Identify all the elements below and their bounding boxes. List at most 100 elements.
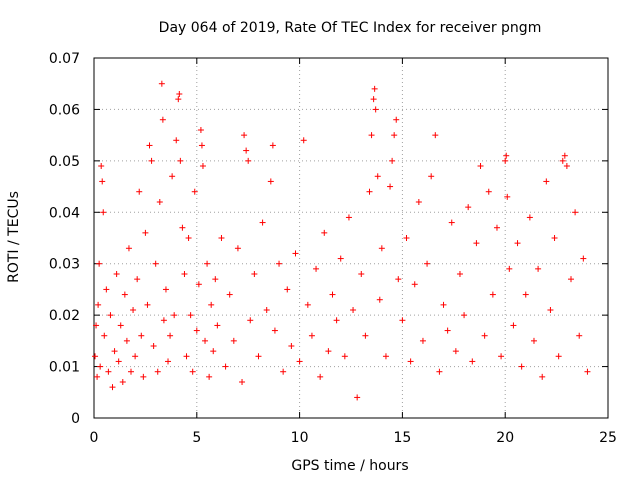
data-point — [300, 137, 307, 144]
data-point — [115, 358, 122, 365]
data-point — [165, 358, 172, 365]
data-point — [202, 337, 209, 344]
data-point — [372, 106, 379, 113]
data-point — [498, 353, 505, 360]
data-point — [296, 358, 303, 365]
data-point — [241, 132, 248, 139]
data-point — [198, 142, 205, 149]
data-point — [561, 152, 568, 159]
data-point — [210, 348, 217, 355]
data-point — [448, 219, 455, 226]
data-point — [304, 301, 311, 308]
data-point — [371, 85, 378, 92]
data-point — [239, 379, 246, 385]
data-point — [276, 260, 283, 267]
data-point — [99, 178, 106, 185]
plot-frame — [93, 57, 609, 419]
data-point — [267, 178, 274, 185]
y-tick-label: 0.07 — [49, 51, 80, 67]
data-point — [473, 240, 480, 247]
data-point — [502, 157, 509, 164]
data-point — [148, 157, 155, 164]
data-point — [214, 322, 221, 329]
data-point — [222, 363, 229, 370]
x-tick-label: 0 — [90, 430, 99, 446]
data-point — [403, 235, 410, 241]
data-point — [477, 163, 484, 169]
data-point — [317, 373, 324, 380]
data-point — [179, 224, 186, 231]
x-tick-label: 20 — [496, 430, 514, 446]
data-point — [251, 271, 258, 277]
data-point — [576, 332, 583, 339]
data-point — [206, 373, 213, 380]
data-point — [181, 271, 188, 277]
data-point — [109, 384, 116, 391]
data-point — [580, 255, 587, 262]
data-point — [572, 209, 579, 216]
data-point — [391, 132, 398, 139]
data-point — [226, 291, 233, 298]
data-point — [514, 240, 521, 247]
data-point — [128, 368, 135, 375]
data-point — [407, 358, 414, 365]
grid-layer — [94, 58, 608, 418]
data-point — [444, 327, 451, 334]
data-point — [393, 116, 400, 123]
data-point — [368, 132, 375, 139]
data-point — [136, 188, 143, 195]
data-point — [510, 322, 517, 329]
data-point — [366, 188, 373, 195]
data-point — [113, 271, 120, 277]
data-point — [280, 368, 287, 375]
data-point — [154, 368, 161, 375]
data-point — [189, 368, 196, 375]
data-point — [130, 307, 137, 313]
data-point — [530, 337, 537, 344]
data-point — [547, 307, 554, 313]
data-point — [584, 368, 591, 375]
data-point — [138, 332, 145, 339]
data-point — [177, 157, 184, 164]
y-tick-label: 0.02 — [49, 308, 80, 324]
data-point — [269, 142, 276, 149]
data-point — [358, 271, 365, 277]
data-point — [518, 363, 525, 370]
data-point — [230, 337, 237, 344]
data-point — [395, 276, 402, 283]
data-point — [146, 142, 153, 149]
data-point — [271, 327, 278, 334]
data-point — [94, 373, 101, 380]
data-point — [259, 219, 266, 226]
data-point — [555, 353, 562, 360]
data-point — [208, 301, 215, 308]
data-point — [321, 229, 328, 236]
data-point — [387, 183, 394, 190]
data-point — [93, 322, 100, 329]
x-tick-label: 25 — [599, 430, 617, 446]
data-point — [150, 343, 157, 349]
data-point — [175, 96, 182, 103]
y-tick-label: 0.06 — [49, 102, 80, 118]
data-point — [284, 286, 291, 293]
data-point — [142, 229, 149, 236]
data-point — [419, 337, 426, 344]
data-point — [469, 358, 476, 365]
data-point — [111, 348, 118, 355]
data-point — [218, 235, 225, 241]
data-point — [255, 353, 262, 360]
chart-title: Day 064 of 2019, Rate Of TEC Index for r… — [159, 20, 542, 36]
data-point — [481, 332, 488, 339]
data-point — [187, 312, 194, 319]
data-point — [185, 235, 192, 241]
y-tick-label: 0.03 — [49, 257, 80, 273]
data-point — [105, 368, 112, 375]
data-point — [292, 250, 299, 257]
data-point — [325, 348, 332, 355]
data-point — [551, 235, 558, 241]
data-point — [263, 307, 270, 313]
data-points-layer — [92, 80, 591, 401]
data-point — [440, 301, 447, 308]
data-point — [493, 224, 500, 231]
